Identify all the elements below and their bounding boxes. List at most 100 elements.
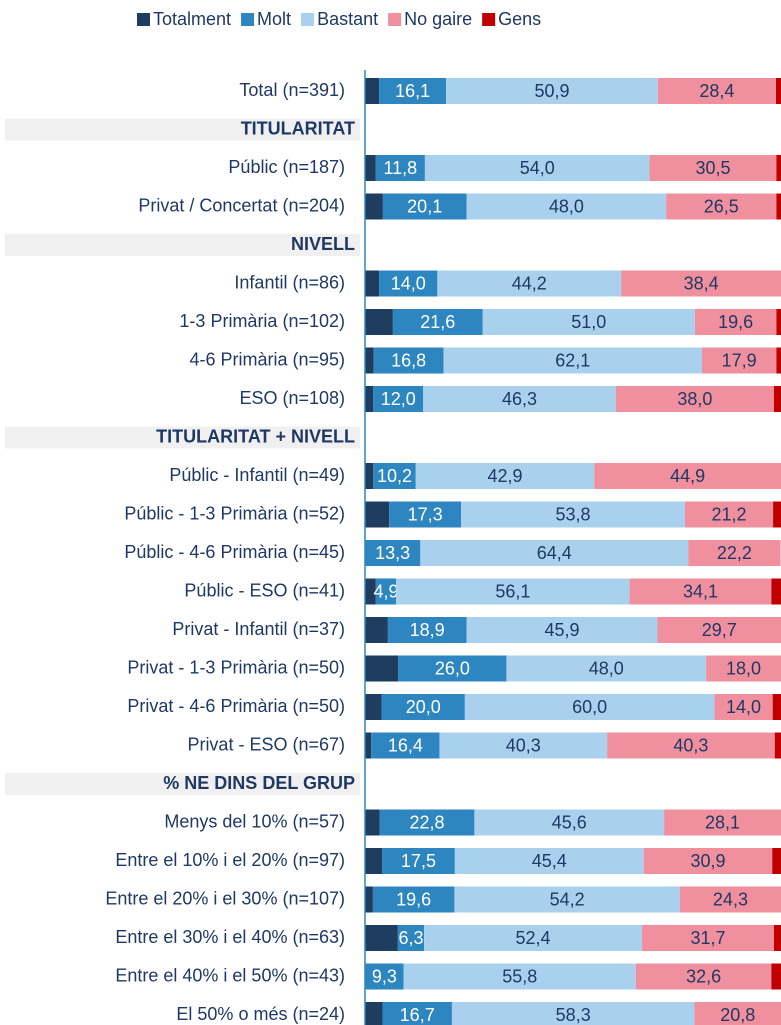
bar-segment <box>776 347 781 374</box>
value-label: 40,3 <box>506 735 541 755</box>
bar-segment <box>694 1002 781 1025</box>
bar-segment <box>382 848 455 874</box>
bar-segment <box>365 270 380 297</box>
bar-segment <box>365 809 380 836</box>
bar-segment <box>424 925 643 951</box>
bar-segment <box>424 155 650 181</box>
value-label: 17,9 <box>722 350 757 370</box>
value-label: 11,8 <box>384 158 418 178</box>
bar-segment <box>772 848 781 874</box>
category-label: Entre el 40% i el 50% (n=43) <box>115 965 345 985</box>
value-label: 52,4 <box>516 928 551 948</box>
category-label: Públic - 4-6 Primària (n=45) <box>124 542 345 562</box>
value-label: 45,9 <box>544 620 579 640</box>
category-label: El 50% o més (n=24) <box>176 1004 345 1024</box>
bar-segment <box>772 694 781 720</box>
bar-segment <box>379 270 438 297</box>
category-label: Privat / Concertat (n=204) <box>138 195 345 215</box>
bar-segment <box>379 809 475 836</box>
value-label: 32,6 <box>686 966 721 986</box>
value-label: 16,4 <box>388 735 423 755</box>
category-label: Entre el 20% i el 30% (n=107) <box>105 888 345 908</box>
bar-segment <box>474 809 665 836</box>
value-label: 14,0 <box>391 273 426 293</box>
bar-segment <box>375 578 397 605</box>
value-label: 20,1 <box>407 196 442 216</box>
group-header-bg <box>5 118 360 141</box>
value-label: 48,0 <box>589 658 624 678</box>
bar-segment <box>776 78 781 104</box>
bar-segment <box>706 655 781 682</box>
bar-segment <box>621 270 781 297</box>
value-label: 42,9 <box>487 466 522 486</box>
bar-segment <box>466 617 658 643</box>
bar-segment <box>657 78 777 104</box>
bar-segment <box>389 501 462 528</box>
bar-segment <box>420 540 689 566</box>
bar-segment <box>714 694 773 720</box>
legend-swatch <box>388 13 402 26</box>
legend-label: Totalment <box>153 9 231 29</box>
value-label: 56,1 <box>495 581 530 601</box>
value-label: 55,8 <box>502 966 537 986</box>
value-label: 16,1 <box>395 81 430 101</box>
bar-segment <box>371 732 440 759</box>
legend-swatch <box>137 13 150 26</box>
bar-segment <box>396 578 630 605</box>
value-label: 16,7 <box>400 1005 435 1025</box>
value-label: 20,8 <box>720 1005 755 1025</box>
bar-segment <box>776 309 781 335</box>
bar-segment <box>773 925 781 951</box>
bar-segment <box>635 963 772 990</box>
value-label: 19,6 <box>718 312 753 332</box>
bar-segment <box>382 1002 452 1025</box>
value-label: 54,0 <box>520 158 555 178</box>
value-label: 17,5 <box>401 851 436 871</box>
value-label: 20,0 <box>406 697 441 717</box>
legend-swatch <box>482 13 496 26</box>
category-label: 1-3 Primària (n=102) <box>179 311 345 331</box>
value-label: 34,1 <box>683 581 718 601</box>
category-label: Infantil (n=86) <box>234 272 345 292</box>
value-label: 62,1 <box>555 350 590 370</box>
bar-segment <box>454 886 680 913</box>
category-label: Privat - ESO (n=67) <box>187 734 345 754</box>
category-label: Entre el 10% i el 20% (n=97) <box>115 850 345 870</box>
value-label: 22,8 <box>409 812 444 832</box>
value-label: 38,0 <box>677 389 712 409</box>
bar-segment <box>373 463 416 489</box>
value-label: 22,2 <box>717 543 752 563</box>
bar-segment <box>615 386 774 412</box>
bar-segment <box>379 78 447 104</box>
value-label: 18,9 <box>410 620 445 640</box>
bar-segment <box>403 963 636 990</box>
bar-segment <box>397 925 425 951</box>
value-label: 45,6 <box>552 812 587 832</box>
value-label: 21,6 <box>420 312 455 332</box>
value-label: 13,3 <box>375 543 410 563</box>
bar-segment <box>423 386 616 412</box>
category-label: Menys del 10% (n=57) <box>164 811 345 831</box>
category-label: Públic - ESO (n=41) <box>184 580 345 600</box>
value-label: 10,2 <box>377 466 412 486</box>
value-label: 18,0 <box>726 658 761 678</box>
legend-label: Molt <box>257 9 291 29</box>
value-label: 4,9 <box>373 581 398 601</box>
bar-segment <box>365 694 382 720</box>
bar-segment <box>594 463 781 489</box>
category-label: Públic (n=187) <box>228 157 345 177</box>
value-label: 60,0 <box>572 697 607 717</box>
value-label: 31,7 <box>690 928 725 948</box>
value-label: 26,5 <box>704 196 739 216</box>
value-label: 51,0 <box>571 312 606 332</box>
value-label: 24,3 <box>713 889 748 909</box>
group-header-bg <box>5 234 360 256</box>
value-label: 58,3 <box>556 1005 591 1025</box>
value-label: 48,0 <box>549 196 584 216</box>
bar-segment <box>446 78 658 104</box>
bar-segment <box>466 193 667 220</box>
bar-segment <box>365 848 383 874</box>
value-label: 9,3 <box>372 966 397 986</box>
bar-segment <box>773 501 781 528</box>
